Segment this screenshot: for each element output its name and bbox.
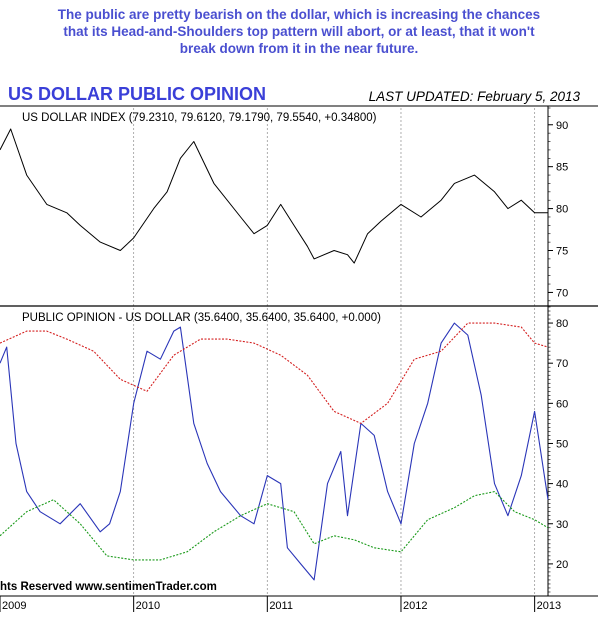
annotation-line-3: break down from it in the near future.: [179, 41, 419, 56]
series-line-0-0: [0, 128, 548, 264]
chart-annotation: The public are pretty bearish on the dol…: [0, 6, 598, 57]
annotation-line-1: The public are pretty bearish on the dol…: [57, 7, 541, 22]
x-tick-label-2010: 2010: [136, 600, 160, 612]
last-updated: LAST UPDATED: February 5, 2013: [368, 89, 580, 104]
public-opinion-label: PUBLIC OPINION - US DOLLAR (35.6400, 35.…: [22, 312, 381, 324]
x-tick-label-2013: 2013: [537, 600, 561, 612]
y-tick-label-1-20: 20: [556, 559, 568, 571]
y-tick-label-1-60: 60: [556, 398, 568, 410]
x-tick-label-2011: 2011: [269, 600, 293, 612]
frame-layer: [0, 105, 598, 597]
grid-layer: [133, 108, 536, 596]
copyright-watermark: hts Reserved www.sentimenTrader.com: [0, 581, 217, 593]
y-tick-label-0-70: 70: [556, 287, 568, 299]
y-tick-label-1-30: 30: [556, 519, 568, 531]
series-layer: [0, 128, 549, 581]
y-tick-label-1-40: 40: [556, 479, 568, 491]
series-line-1-1: [0, 322, 549, 424]
y-tick-label-0-80: 80: [556, 204, 568, 216]
y-tick-label-1-70: 70: [556, 358, 568, 370]
series-line-1-0: [0, 322, 549, 581]
y-tick-label-0-75: 75: [556, 246, 568, 258]
series-line-1-2: [0, 491, 549, 561]
annotation-line-2: that its Head-and-Shoulders top pattern …: [63, 24, 535, 39]
y-tick-label-1-50: 50: [556, 438, 568, 450]
chart-title: US DOLLAR PUBLIC OPINION: [8, 84, 267, 104]
y-tick-label-0-85: 85: [556, 162, 568, 174]
x-tick-label-2012: 2012: [403, 600, 427, 612]
y-tick-label-0-90: 90: [556, 120, 568, 132]
dollar-index-label: US DOLLAR INDEX (79.2310, 79.6120, 79.17…: [22, 112, 377, 124]
y-tick-label-1-80: 80: [556, 318, 568, 330]
x-tick-label-2009: 2009: [2, 600, 26, 612]
tick-layer: 2009 2010 2011 2012 2013 90 85 80 75 70 80 70 60 50 40…: [0, 107, 568, 612]
